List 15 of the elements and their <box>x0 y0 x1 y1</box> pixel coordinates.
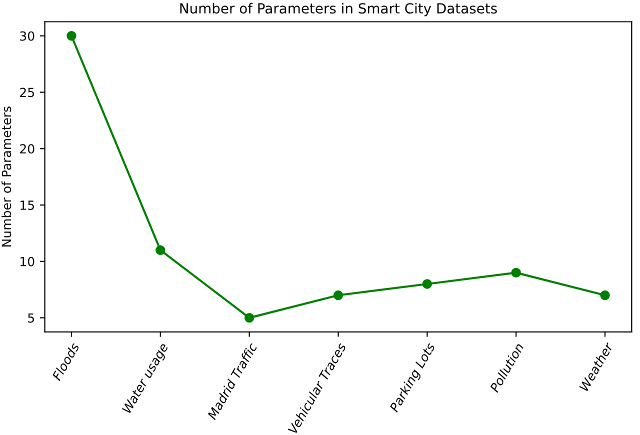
point <box>600 290 610 300</box>
point <box>156 245 166 255</box>
y-tick-label: 30 <box>20 31 34 41</box>
y-tick-label: 25 <box>20 88 34 98</box>
point <box>511 268 521 278</box>
y-tick-label: 15 <box>20 200 34 210</box>
point <box>333 290 344 300</box>
point <box>66 30 76 41</box>
point <box>422 279 432 289</box>
y-tick-label: 5 <box>28 313 34 323</box>
y-tick-label: 20 <box>20 144 34 154</box>
y-tick-label: 10 <box>20 256 34 266</box>
point <box>244 312 254 323</box>
y-axis-title: Number of Parameters <box>2 106 12 246</box>
chart-title: Number of Parameters in Smart City Datasets <box>180 2 497 16</box>
